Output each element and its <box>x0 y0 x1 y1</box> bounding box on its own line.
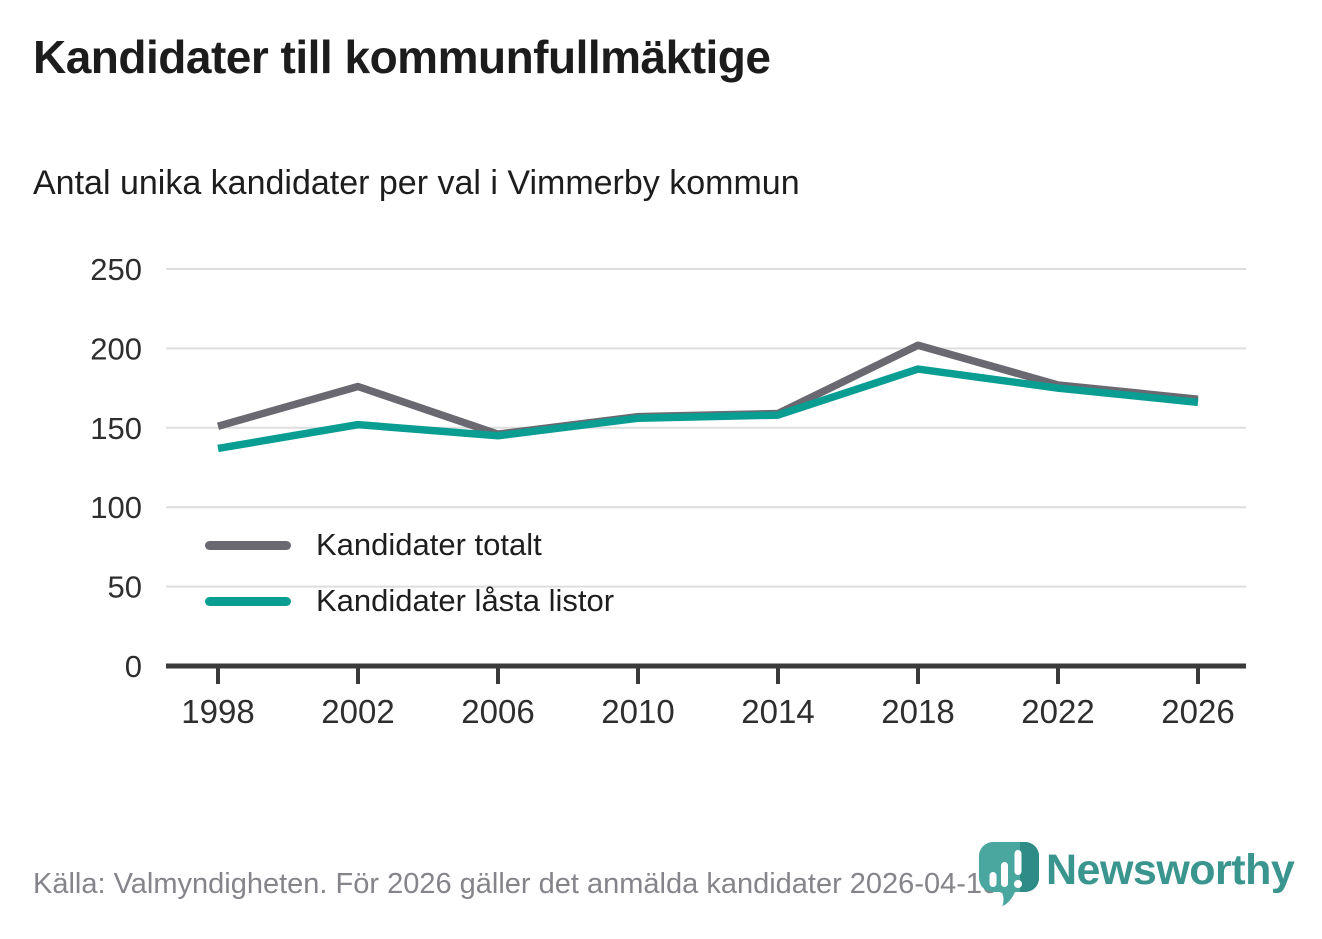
legend-label-lasta-listor: Kandidater låsta listor <box>316 583 615 618</box>
logo-bar-small <box>989 872 997 887</box>
legend-label-totalt: Kandidater totalt <box>316 527 542 562</box>
newsworthy-logo-icon <box>979 842 1039 906</box>
legend-swatch-teal <box>205 596 291 606</box>
legend-swatch-gray <box>205 540 291 550</box>
chart-legend: Kandidater totalt Kandidater låsta listo… <box>205 527 615 640</box>
y-tick-label: 100 <box>90 490 142 525</box>
x-tick-label: 2002 <box>321 693 394 730</box>
y-tick-label: 0 <box>125 649 142 684</box>
logo-exclamation-dot <box>1014 880 1022 888</box>
newsworthy-logo: Newsworthy <box>979 842 1295 906</box>
y-tick-label: 150 <box>90 411 142 446</box>
line-chart: 0 50 100 150 200 250 1998 2002 2006 2010 2014 2018 2… <box>0 230 1322 770</box>
x-tick-label: 2022 <box>1021 693 1094 730</box>
x-tick-label: 2006 <box>461 693 534 730</box>
x-tick-label: 2014 <box>741 693 814 730</box>
x-tick-label: 1998 <box>181 693 254 730</box>
y-tick-label: 50 <box>108 570 142 605</box>
line-chart-canvas: 0 50 100 150 200 250 1998 2002 2006 2010 2014 2018 2… <box>90 252 1246 730</box>
legend-item-lasta-listor: Kandidater låsta listor <box>205 583 615 618</box>
x-tick-label: 2010 <box>601 693 674 730</box>
logo-bar-medium <box>1001 862 1008 887</box>
y-tick-label: 250 <box>90 252 142 287</box>
page-title: Kandidater till kommunfullmäktige <box>33 31 771 83</box>
source-note: Källa: Valmyndigheten. För 2026 gäller d… <box>33 868 1007 900</box>
brand-wordmark: Newsworthy <box>1046 846 1295 894</box>
series-line-1 <box>217 365 1199 453</box>
x-tick-label: 2026 <box>1161 693 1234 730</box>
x-tick-label: 2018 <box>881 693 954 730</box>
legend-item-totalt: Kandidater totalt <box>205 527 614 562</box>
y-tick-label: 200 <box>90 331 142 366</box>
logo-exclamation-bar <box>1014 850 1022 875</box>
logo-pin-shadow <box>1020 842 1039 892</box>
page-subtitle: Antal unika kandidater per val i Vimmerb… <box>33 164 800 202</box>
